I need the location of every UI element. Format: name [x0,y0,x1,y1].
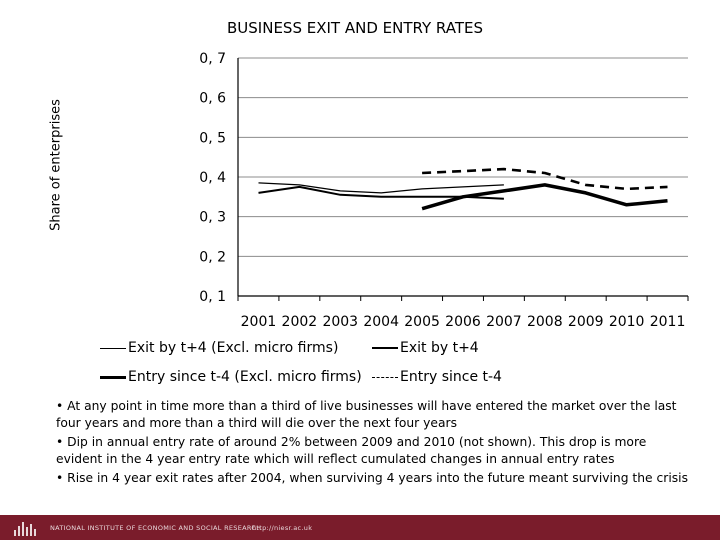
x-tick-label: 2008 [527,314,563,330]
series-line-0 [258,182,504,194]
legend-label: Exit by t+4 (Excl. micro firms) [128,340,339,356]
series-line-2 [421,183,668,211]
y-tick-label: 0, 7 [199,51,226,67]
y-tick-label: 0, 5 [199,130,226,146]
legend-item-exit: Exit by t+4 [372,340,479,356]
footer-bar: NATIONAL INSTITUTE OF ECONOMIC AND SOCIA… [0,515,720,540]
y-tick-label: 0, 2 [199,249,226,265]
footer-url[interactable]: http://niesr.ac.uk [252,524,313,532]
x-tick-label: 2010 [609,314,645,330]
legend-label: Exit by t+4 [400,340,479,356]
note-1: • At any point in time more than a third… [56,399,677,430]
legend-swatch-thin [100,347,126,349]
x-tick-label: 2002 [282,314,318,330]
x-tick-label: 2009 [568,314,604,330]
note-2: • Dip in annual entry rate of around 2% … [56,435,647,466]
x-tick-label: 2005 [404,314,440,330]
y-tick-label: 0, 4 [199,170,226,186]
chart-title: BUSINESS EXIT AND ENTRY RATES [227,19,483,37]
legend-swatch-dashed [372,376,398,378]
niesr-logo-icon [14,522,36,536]
legend-swatch-medium [372,347,398,349]
x-tick-label: 2011 [650,314,686,330]
x-tick-label: 2007 [486,314,522,330]
y-tick-label: 0, 3 [199,210,226,226]
x-tick-label: 2001 [241,314,277,330]
footer-institution: NATIONAL INSTITUTE OF ECONOMIC AND SOCIA… [50,524,262,532]
y-tick-label: 0, 6 [199,91,226,107]
legend-swatch-thick [100,375,126,379]
x-tick-label: 2006 [445,314,481,330]
x-tick-label: 2003 [322,314,358,330]
y-tick-label: 0, 1 [199,289,226,305]
note-3: • Rise in 4 year exit rates after 2004, … [56,471,688,485]
legend-label: Entry since t-4 [400,369,502,385]
legend-item-entry-excl-micro: Entry since t-4 (Excl. micro firms) [100,369,362,385]
x-tick-label: 2004 [363,314,399,330]
line-chart: 0, 1 0, 2 0, 3 0, 4 0, 5 0, 6 0, 7 2001 2002 2003… [199,51,689,330]
notes: • At any point in time more than a third… [56,398,696,490]
legend-item-entry: Entry since t-4 [372,369,502,385]
legend-item-exit-excl-micro: Exit by t+4 (Excl. micro firms) [100,340,338,356]
series-line-3 [422,167,668,191]
legend-label: Entry since t-4 (Excl. micro firms) [128,369,362,385]
